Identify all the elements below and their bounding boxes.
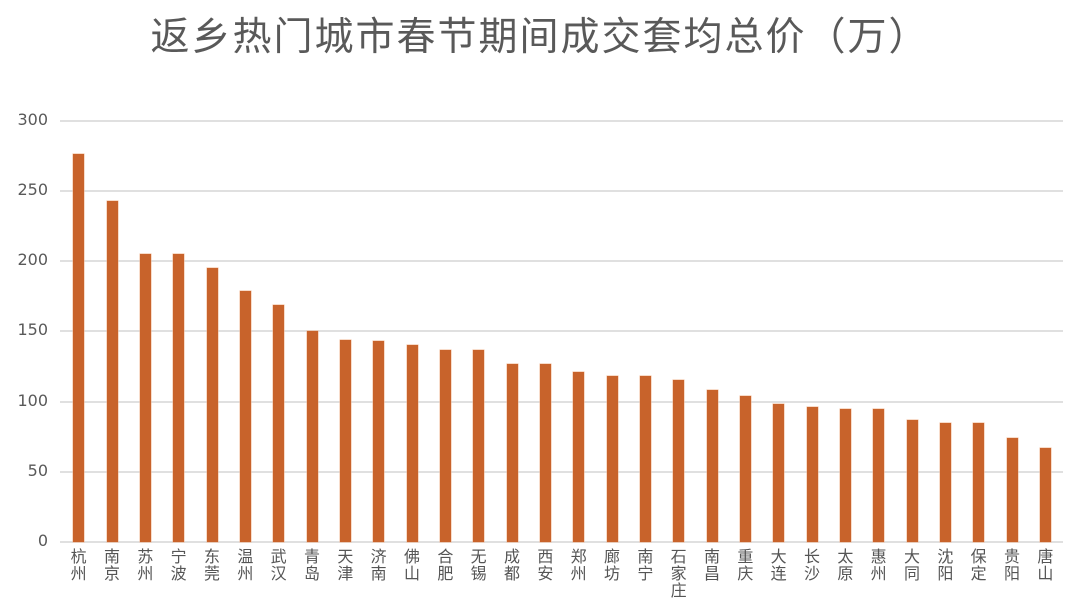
x-axis-category-label: 温州	[237, 547, 254, 583]
x-axis-category-label: 南昌	[703, 547, 720, 583]
gridline	[60, 260, 1063, 262]
x-axis-category-label: 济南	[370, 547, 387, 583]
x-axis-category-label: 郑州	[570, 547, 587, 583]
bar	[539, 363, 551, 542]
x-axis-category-label: 大连	[770, 547, 787, 583]
bar	[73, 154, 85, 542]
x-axis-category-label: 武汉	[270, 547, 287, 583]
bar	[1006, 438, 1018, 542]
bar	[839, 408, 851, 542]
bar	[339, 339, 351, 542]
x-axis-category-label: 南宁	[637, 547, 654, 583]
bar	[506, 363, 518, 542]
y-axis-tick-label: 0	[37, 531, 48, 550]
x-axis-category-label: 成都	[503, 547, 520, 583]
x-axis-category-label: 惠州	[870, 547, 887, 583]
x-axis-category-label: 天津	[337, 547, 354, 583]
x-axis-category-label: 宁波	[170, 547, 187, 583]
x-axis-category-label: 南京	[103, 547, 120, 583]
y-axis-tick-label: 200	[17, 250, 48, 269]
bar	[973, 422, 985, 542]
x-axis-category-label: 苏州	[137, 547, 154, 583]
x-axis-category-label: 保定	[970, 547, 987, 583]
x-axis-category-label: 西安	[537, 547, 554, 583]
x-axis-category-label: 重庆	[737, 547, 754, 583]
bar	[473, 349, 485, 542]
x-axis-category-label: 廊坊	[603, 547, 620, 583]
bar	[606, 376, 618, 542]
x-axis-category-label: 石家庄	[670, 547, 687, 600]
y-axis-tick-label: 50	[27, 460, 48, 480]
bar	[373, 341, 385, 542]
x-axis-category-label: 合肥	[437, 547, 454, 583]
bar	[406, 345, 418, 542]
x-axis-category-label: 佛山	[403, 547, 420, 583]
chart-title: 返乡热门城市春节期间成交套均总价（万）	[150, 15, 930, 60]
bar	[439, 349, 451, 542]
bar	[873, 408, 885, 542]
y-axis-tick-label: 300	[17, 109, 48, 129]
gridline	[60, 189, 1063, 192]
bar	[1039, 447, 1051, 542]
bar	[273, 304, 285, 542]
bar	[639, 376, 651, 542]
y-axis-tick-label: 250	[17, 179, 48, 199]
x-axis-category-label: 青岛	[303, 547, 320, 583]
x-axis-category-label: 沈阳	[937, 547, 954, 583]
bar	[573, 371, 585, 542]
x-axis-category-label: 杭州	[70, 547, 87, 583]
x-axis-category-label: 太原	[837, 547, 854, 583]
x-axis-category-label: 唐山	[1037, 547, 1054, 583]
y-axis-tick-label: 150	[17, 320, 48, 340]
x-axis-category-label: 长沙	[803, 547, 820, 583]
bar	[239, 290, 251, 542]
bar	[773, 404, 785, 542]
bar	[706, 390, 718, 542]
bar	[206, 268, 218, 542]
gridline	[60, 470, 1063, 473]
gridline	[60, 541, 1063, 543]
gridline	[60, 119, 1063, 122]
x-axis-category-label: 大同	[903, 547, 920, 583]
bar	[906, 419, 918, 542]
bar	[806, 407, 818, 542]
bar	[673, 380, 685, 542]
bar	[306, 331, 318, 542]
gridline	[60, 330, 1063, 333]
bar	[139, 253, 151, 542]
x-axis-category-label: 无锡	[470, 547, 487, 583]
bar	[106, 200, 118, 542]
bar	[739, 395, 751, 542]
bar	[939, 422, 951, 542]
x-axis-category-label: 东莞	[203, 547, 220, 583]
gridline	[60, 400, 1063, 403]
y-axis-tick-label: 100	[17, 390, 48, 410]
bar	[173, 253, 185, 542]
x-axis-category-label: 贵阳	[1003, 547, 1020, 583]
